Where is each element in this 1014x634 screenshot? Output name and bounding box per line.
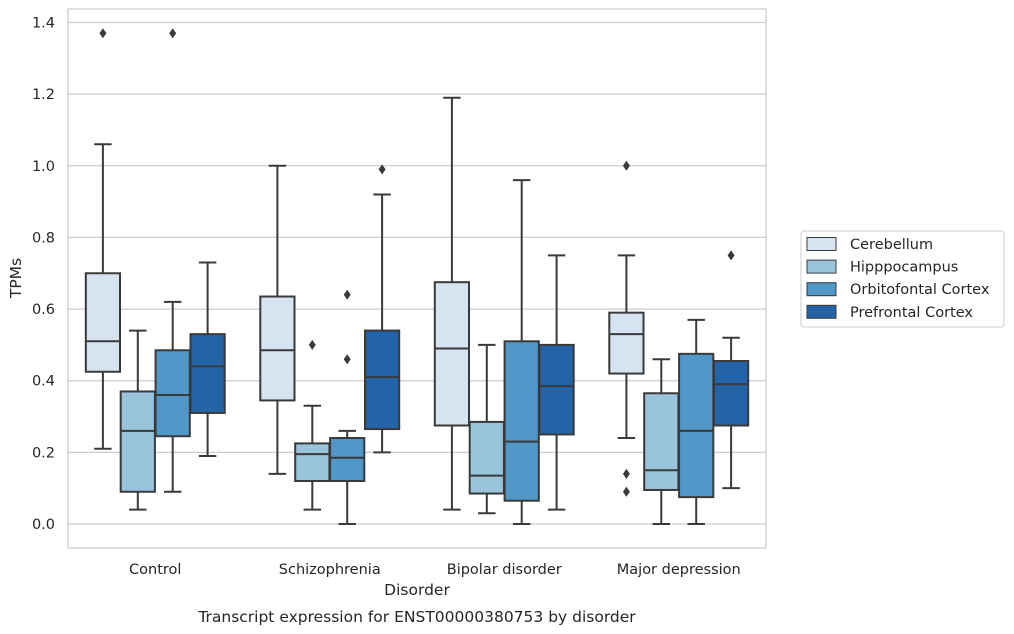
- outlier-point: [99, 28, 107, 39]
- outlier-point: [622, 468, 630, 479]
- box-group: [329, 289, 366, 525]
- box: [154, 349, 191, 438]
- box-group: [119, 329, 156, 511]
- box-group: [503, 179, 540, 525]
- legend-label: Orbitofontal Cortex: [850, 282, 990, 298]
- box-group: [363, 164, 401, 454]
- box-group: [154, 28, 191, 493]
- box-group: [294, 339, 331, 511]
- outlier-point: [622, 160, 630, 171]
- y-tick-label: 0.6: [32, 302, 55, 318]
- y-axis-title: TPMs: [7, 258, 25, 299]
- box-group: [189, 261, 226, 457]
- box: [433, 281, 471, 427]
- legend-swatch: [806, 282, 837, 297]
- box: [712, 360, 750, 427]
- legend-swatch: [806, 304, 837, 319]
- outlier-point: [308, 339, 316, 350]
- box: [363, 329, 401, 431]
- y-tick-label: 0.8: [32, 230, 55, 246]
- box-group: [538, 254, 575, 511]
- legend-swatch: [806, 259, 837, 274]
- y-tick-labels: 0.0 0.2 0.4 0.6 0.8 1.0 1.2 1.4: [32, 16, 55, 534]
- box: [189, 333, 226, 414]
- y-tick-label: 0.0: [32, 517, 55, 533]
- outlier-point: [622, 486, 630, 497]
- x-tick-label: Bipolar disorder: [447, 562, 562, 578]
- chart-caption: Transcript expression for ENST0000038075…: [197, 608, 636, 626]
- legend-swatch: [806, 237, 837, 251]
- box: [329, 437, 366, 483]
- y-tick-label: 1.0: [32, 159, 55, 175]
- box-group: [468, 343, 505, 515]
- box-group: [84, 28, 122, 450]
- y-tick-label: 0.4: [32, 374, 55, 390]
- box-group: [259, 164, 296, 475]
- box-group: [712, 250, 750, 490]
- box-plots: [84, 28, 750, 525]
- box: [643, 392, 680, 491]
- outlier-point: [378, 164, 386, 175]
- y-tick-label: 1.4: [32, 16, 55, 32]
- legend-label: Hipppocampus: [850, 260, 958, 276]
- x-tick-labels: Control Schizophrenia Bipolar disorder Majo…: [129, 562, 741, 578]
- legend-frame: [800, 230, 1005, 328]
- x-tick-label: Schizophrenia: [279, 562, 381, 578]
- box: [468, 420, 505, 495]
- box: [608, 311, 645, 375]
- box-group: [433, 96, 471, 511]
- x-axis-title: Disorder: [384, 581, 450, 599]
- box: [678, 352, 715, 499]
- box: [259, 295, 296, 402]
- box-group: [678, 318, 715, 525]
- outlier-point: [343, 289, 351, 300]
- legend-label: Cerebellum: [850, 237, 933, 253]
- outlier-point: [727, 250, 735, 261]
- legend-label: Prefrontal Cortex: [850, 305, 973, 321]
- plot-frame: [67, 8, 767, 549]
- box: [538, 343, 575, 436]
- outlier-point: [169, 28, 177, 39]
- box: [503, 340, 540, 502]
- y-tick-label: 1.2: [32, 87, 55, 103]
- box-group: [643, 358, 680, 525]
- box: [294, 442, 331, 483]
- x-tick-label: Major depression: [617, 562, 741, 578]
- box-group: [608, 160, 645, 497]
- box: [119, 390, 156, 493]
- legend: Cerebellum Hipppocampus Orbitofontal Corte…: [800, 230, 1005, 328]
- y-tick-label: 0.2: [32, 445, 55, 461]
- outlier-point: [343, 354, 351, 365]
- box: [84, 272, 122, 373]
- x-tick-label: Control: [129, 562, 181, 578]
